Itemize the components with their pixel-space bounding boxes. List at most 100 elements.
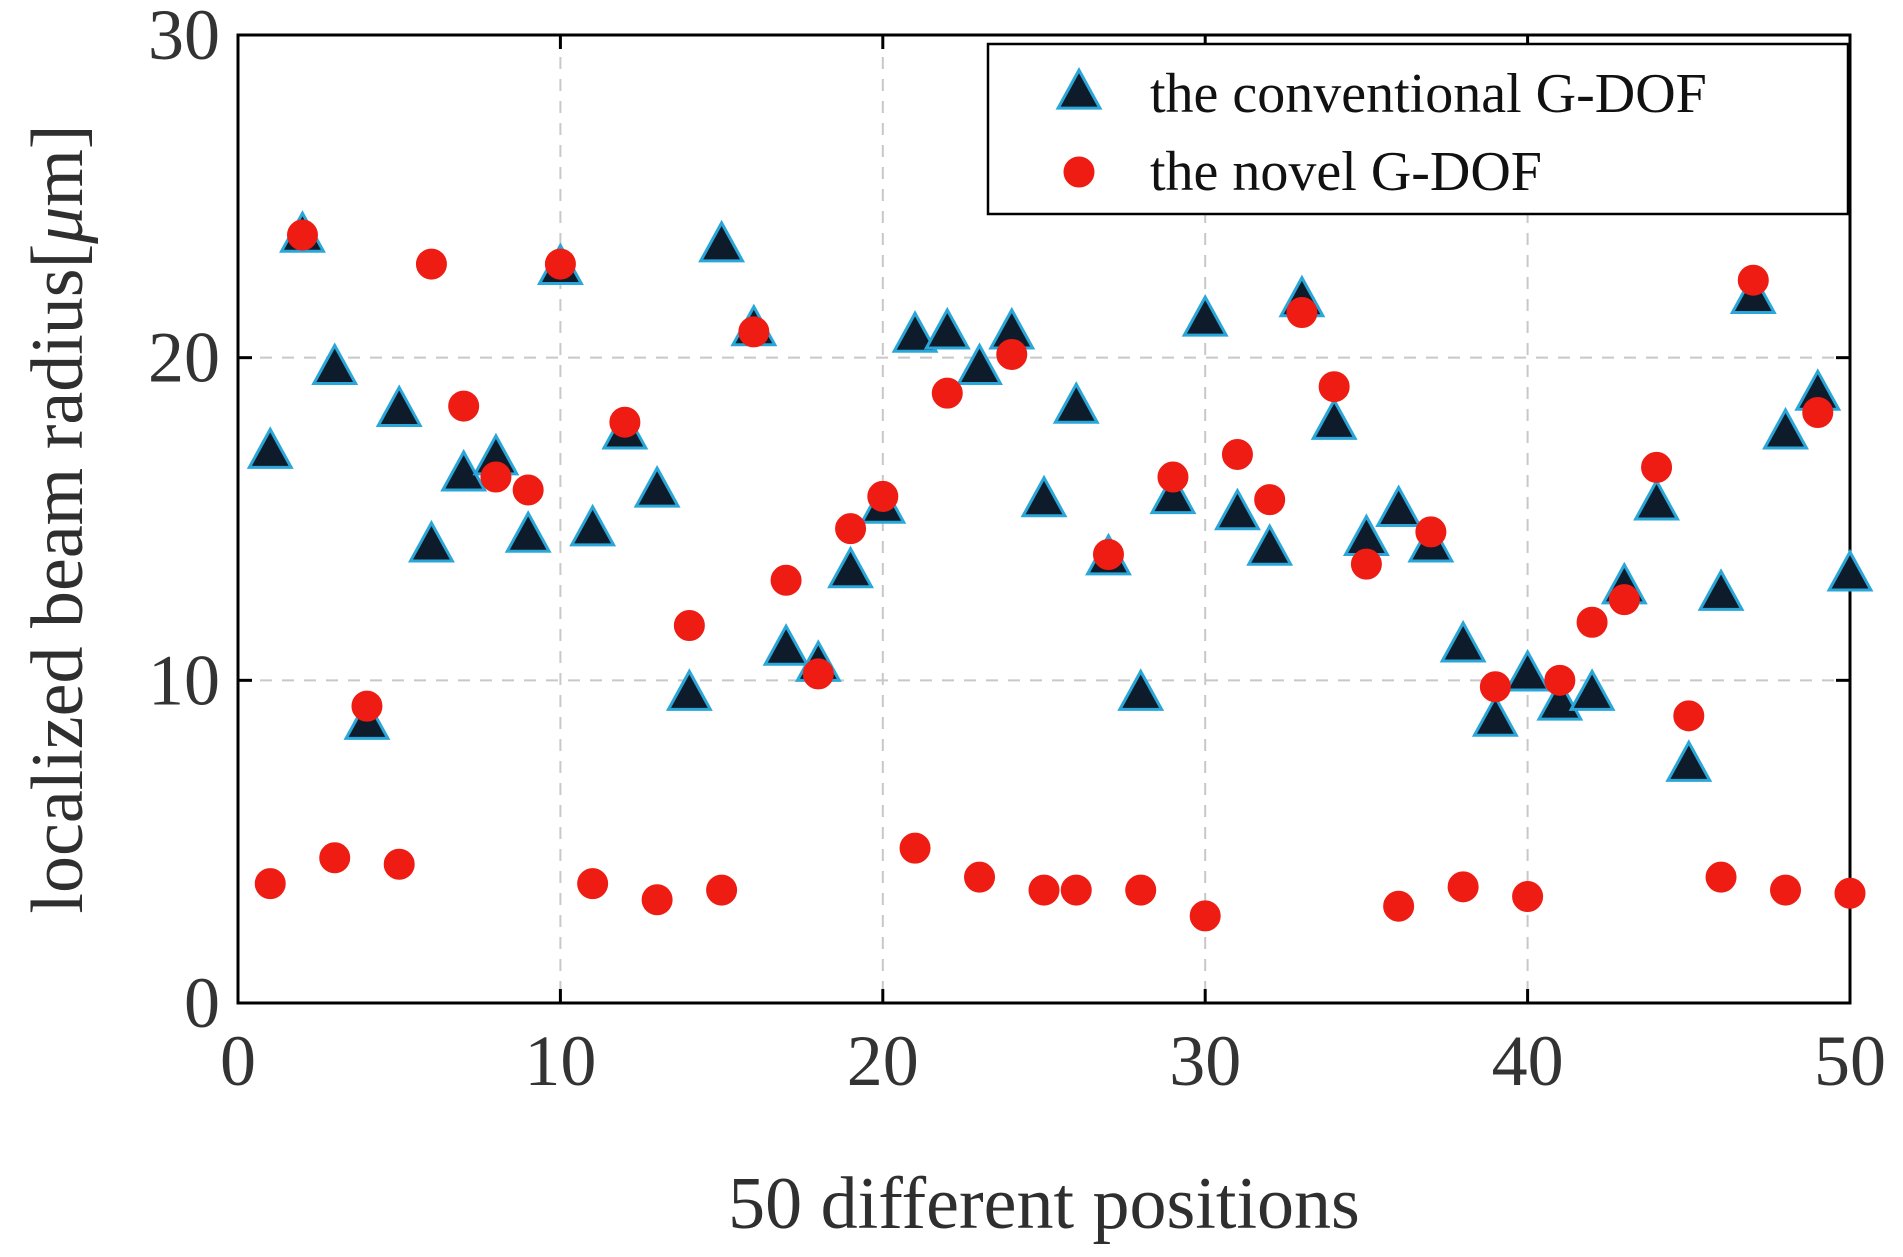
circle-point	[254, 868, 286, 900]
circle-point	[673, 609, 705, 641]
triangle-point	[1117, 668, 1165, 711]
circle-point	[1350, 548, 1382, 580]
circle-point	[1028, 874, 1060, 906]
triangle-point	[1375, 484, 1423, 527]
circle-point	[480, 461, 512, 493]
circle-point	[738, 316, 770, 348]
series-conventional	[246, 210, 1874, 782]
triangle-point	[504, 510, 552, 553]
triangle-point	[891, 310, 939, 353]
circle-point	[867, 480, 899, 512]
circle-point	[706, 874, 738, 906]
triangle-point	[440, 448, 488, 492]
circle-point	[1318, 371, 1350, 403]
circle-point	[899, 832, 931, 864]
y-tick-label: 0	[184, 963, 220, 1043]
circle-point	[544, 248, 576, 280]
legend-label-novel: the novel G-DOF	[1150, 141, 1542, 203]
circle-point	[1157, 461, 1189, 493]
legend-circle-icon	[1063, 156, 1095, 188]
triangle-point	[1762, 406, 1809, 450]
triangle-point	[827, 545, 874, 589]
triangle-point	[1149, 471, 1197, 515]
x-axis-label: 50 different positions	[728, 1163, 1360, 1245]
circle-point	[1641, 451, 1673, 483]
triangle-point	[762, 623, 810, 666]
circle-point	[641, 884, 673, 916]
triangle-point	[1439, 619, 1487, 663]
triangle-point	[1246, 523, 1294, 566]
circle-point	[802, 658, 834, 690]
legend-marker-circle	[1063, 156, 1095, 188]
x-tick-label: 30	[1169, 1021, 1241, 1101]
circle-point	[1415, 516, 1447, 548]
y-axis-label: localized beam radius[μm]	[17, 124, 99, 913]
circle-point	[1479, 671, 1511, 703]
triangle-point	[1214, 487, 1261, 531]
x-tick-label: 20	[847, 1021, 919, 1101]
circle-point	[577, 868, 609, 900]
circle-point	[835, 513, 867, 545]
circle-point	[286, 219, 318, 251]
circle-point	[1125, 874, 1157, 906]
axis-ticks	[236, 33, 1852, 1005]
circle-point	[383, 848, 415, 880]
y-axis-label-unit: m]	[17, 124, 99, 206]
triangle-point	[665, 668, 713, 711]
y-tick-label: 10	[148, 640, 220, 720]
circle-point	[1221, 438, 1253, 470]
plot-area-frame	[236, 33, 1852, 1005]
y-tick-labels: 0 10 20 30	[148, 0, 220, 1043]
circle-point	[1802, 397, 1834, 429]
circle-point	[1383, 890, 1415, 922]
triangle-point	[1568, 668, 1616, 711]
y-axis-label-text: localized beam radius[	[17, 244, 99, 914]
circle-point	[1092, 538, 1124, 570]
circle-point	[415, 248, 447, 280]
circle-point	[1544, 664, 1576, 696]
circle-point	[931, 377, 963, 409]
legend: the conventional G-DOF the novel G-DOF	[986, 42, 1850, 216]
data-markers	[246, 210, 1874, 932]
triangle-point	[1471, 694, 1519, 737]
y-tick-label: 20	[148, 318, 220, 398]
triangle-point	[1504, 648, 1552, 692]
circle-point	[1608, 584, 1640, 616]
x-tick-labels: 0 10 20 30 40 50	[220, 1021, 1886, 1101]
circle-point	[351, 690, 383, 722]
triangle-point	[1697, 568, 1745, 611]
triangle-point	[1181, 293, 1229, 337]
triangle-point	[923, 306, 971, 350]
circle-point	[448, 390, 480, 422]
triangle-point	[633, 464, 681, 508]
triangle-point	[311, 342, 359, 385]
triangle-point	[956, 342, 1003, 385]
circle-point	[1576, 606, 1608, 638]
triangle-point	[1020, 474, 1068, 518]
y-axis-label-mu: μ	[17, 207, 99, 245]
circle-point	[1254, 484, 1286, 516]
legend-box	[986, 42, 1850, 216]
legend-marker-triangle	[1055, 67, 1103, 110]
x-tick-label: 50	[1814, 1021, 1886, 1101]
triangle-point	[1052, 381, 1100, 424]
triangle-point	[1665, 739, 1713, 782]
triangle-point	[246, 426, 294, 469]
x-tick-label: 40	[1492, 1021, 1564, 1101]
circle-point	[512, 474, 544, 506]
circle-point	[1834, 877, 1866, 909]
triangle-point	[698, 219, 746, 263]
series-novel	[254, 219, 1866, 932]
circle-point	[319, 842, 351, 874]
circle-point	[964, 861, 996, 893]
circle-point	[1770, 874, 1802, 906]
circle-point	[609, 406, 641, 438]
triangle-point	[569, 503, 617, 547]
triangle-point	[408, 519, 455, 563]
triangle-point	[1633, 477, 1680, 521]
circle-point	[996, 338, 1028, 370]
legend-triangle-icon	[1055, 67, 1103, 110]
triangle-point	[1310, 397, 1358, 440]
circle-point	[1737, 264, 1769, 296]
